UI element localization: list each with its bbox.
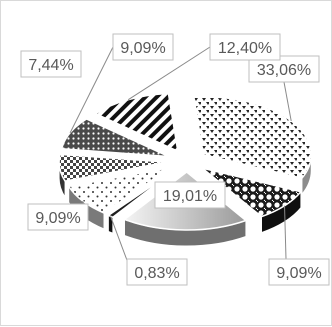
leader-line-7 (69, 46, 114, 134)
leader-line-8 (127, 46, 211, 101)
pie-slice-6 (58, 153, 168, 199)
leader-line-2 (284, 205, 287, 260)
data-label-text: 19,01% (163, 188, 217, 205)
data-label-6: 7,44% (20, 50, 82, 78)
data-label-box (268, 258, 330, 286)
data-label-box (126, 258, 188, 286)
data-label-box (20, 50, 82, 78)
data-label-text: 9,09% (120, 40, 165, 57)
data-label-box (27, 203, 89, 231)
data-label-text: 33,06% (257, 62, 311, 79)
data-label-box (154, 181, 226, 209)
data-label-2: 9,09% (268, 258, 330, 286)
data-label-5: 9,09% (27, 203, 89, 231)
data-label-3: 19,01% (154, 181, 226, 209)
data-label-text: 9,09% (276, 265, 321, 282)
pie-slice-side (107, 214, 114, 234)
data-label-4: 0,83% (126, 258, 188, 286)
data-label-8: 12,40% (209, 33, 281, 61)
data-label-box (112, 33, 174, 61)
data-label-7: 9,09% (112, 33, 174, 61)
data-label-text: 0,83% (134, 265, 179, 282)
data-label-text: 12,40% (218, 40, 272, 57)
data-label-text: 7,44% (28, 57, 73, 74)
pie-slice-top (192, 95, 313, 180)
data-label-text: 9,09% (35, 210, 80, 227)
leader-line-1 (283, 81, 292, 122)
pie-slice-top (58, 153, 168, 182)
data-label-box (209, 33, 281, 61)
